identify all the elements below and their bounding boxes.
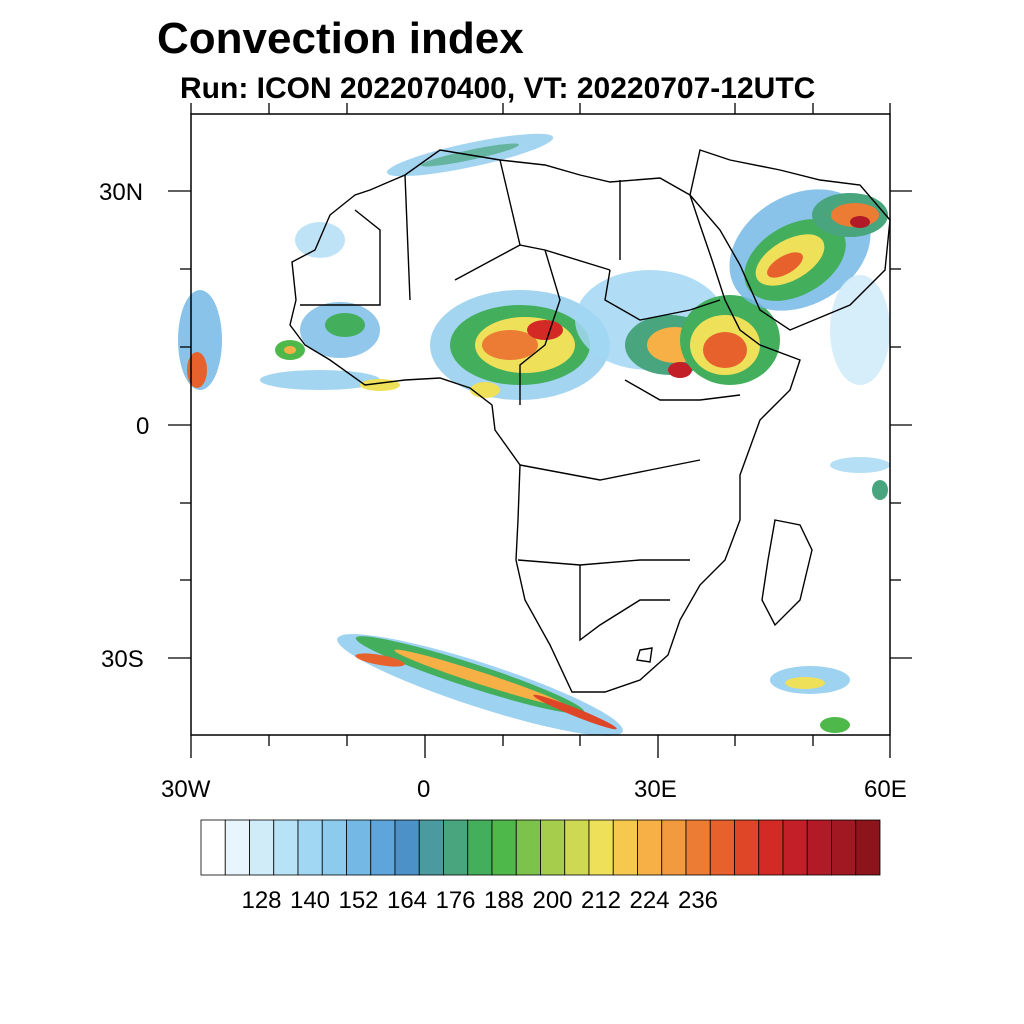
lon-label-30e: 30E [634,776,677,803]
colorbar-swatch [321,819,347,876]
colorbar-tick-label: 176 [435,887,476,914]
colorbar-swatch [734,819,760,876]
lat-label-0: 0 [136,413,150,440]
colorbar-swatch [249,819,275,876]
colorbar-swatch [588,819,614,876]
colorbar-swatch [564,819,590,876]
axis-ticks [168,103,912,758]
colorbar-tick-label: 140 [289,887,331,914]
colorbar-tick-label: 224 [629,887,670,914]
colorbar-swatch [394,819,420,876]
colorbar-swatch [273,819,299,876]
colorbar-swatch [200,819,226,876]
colorbar-swatch [637,819,663,876]
colorbar-swatch [758,819,784,876]
colorbar-tick-label: 200 [532,887,573,914]
lat-label-30s: 30S [101,646,144,673]
colorbar-swatch [467,819,493,876]
lon-label-60e: 60E [864,776,907,803]
colorbar-swatch [346,819,372,876]
colorbar-tick-label: 236 [677,887,719,914]
colorbar-swatch [612,819,638,876]
colorbar-tick-label: 128 [241,887,282,914]
colorbar-swatch [224,819,250,876]
colorbar-swatch [297,819,323,876]
colorbar-swatch [370,819,396,876]
colorbar-swatch [540,819,566,876]
colorbar-tick-label: 164 [386,887,428,914]
colorbar-swatch [831,819,857,876]
colorbar-swatch [443,819,469,876]
lon-label-30w: 30W [161,776,211,803]
convection-field [178,133,890,736]
colorbar-tick-label: 152 [338,887,379,914]
colorbar-swatch [782,819,808,876]
colorbar-swatch [806,819,832,876]
lat-label-30n: 30N [99,179,144,206]
colorbar-swatch [515,819,541,876]
colorbar-tick-label: 212 [580,887,622,914]
chart-title: Convection index [157,14,524,63]
colorbar-swatch [491,819,517,876]
colorbar-swatch [855,819,881,876]
colorbar-swatch [709,819,735,876]
colorbar-swatch [685,819,711,876]
colorbar-tick-label: 188 [483,887,525,914]
chart-subtitle: Run: ICON 2022070400, VT: 20220707-12UTC [180,72,816,105]
colorbar-swatch [418,819,444,876]
colorbar-swatch [661,819,687,876]
lon-label-0: 0 [417,776,431,803]
colorbar [200,819,881,876]
coastlines [289,149,891,693]
